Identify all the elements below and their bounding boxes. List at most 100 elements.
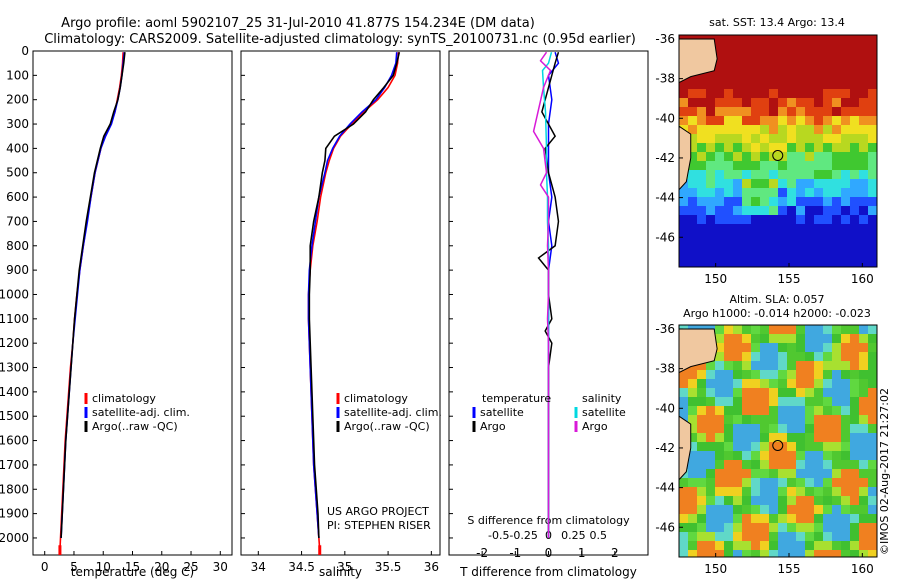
map-cell bbox=[760, 388, 769, 397]
map-cell bbox=[715, 233, 724, 242]
map-cell bbox=[832, 325, 841, 334]
map-cell bbox=[868, 71, 877, 80]
map-cell bbox=[814, 35, 823, 44]
s-tick-label: 0.5 bbox=[590, 529, 608, 542]
map-cell bbox=[787, 62, 796, 71]
map-cell bbox=[868, 134, 877, 143]
map-cell bbox=[688, 487, 697, 496]
map-cell bbox=[868, 442, 877, 451]
map-cell bbox=[859, 424, 868, 433]
map-cell bbox=[832, 352, 841, 361]
map-cell bbox=[832, 523, 841, 532]
map-cell bbox=[751, 388, 760, 397]
map-cell bbox=[751, 80, 760, 89]
map-cell bbox=[697, 143, 706, 152]
depth-tick-label: 600 bbox=[6, 190, 29, 204]
map-cell bbox=[850, 532, 859, 541]
map-cell bbox=[679, 379, 688, 388]
map-cell bbox=[715, 62, 724, 71]
map-cell bbox=[733, 35, 742, 44]
map-cell bbox=[778, 505, 787, 514]
map-cell bbox=[706, 143, 715, 152]
map-cell bbox=[814, 206, 823, 215]
map-cell bbox=[688, 424, 697, 433]
map-cell bbox=[859, 415, 868, 424]
map-cell bbox=[859, 107, 868, 116]
map-cell bbox=[688, 532, 697, 541]
map-cell bbox=[760, 71, 769, 80]
map-cell bbox=[760, 505, 769, 514]
map-cell bbox=[760, 197, 769, 206]
map-cell bbox=[841, 44, 850, 53]
map-cell bbox=[751, 107, 760, 116]
map-cell bbox=[796, 505, 805, 514]
map-cell bbox=[859, 523, 868, 532]
map-cell bbox=[724, 89, 733, 98]
map-cell bbox=[850, 233, 859, 242]
map-cell bbox=[823, 161, 832, 170]
map-cell bbox=[733, 343, 742, 352]
map-cell bbox=[805, 224, 814, 233]
map-cell bbox=[778, 325, 787, 334]
map-cell bbox=[733, 496, 742, 505]
map-cell bbox=[769, 53, 778, 62]
map-cell bbox=[715, 442, 724, 451]
map-cell bbox=[688, 370, 697, 379]
map-cell bbox=[814, 397, 823, 406]
map-cell bbox=[715, 415, 724, 424]
map-cell bbox=[688, 496, 697, 505]
map-cell bbox=[814, 514, 823, 523]
map-cell bbox=[850, 71, 859, 80]
map-cell bbox=[688, 442, 697, 451]
x-tick-label: 0 bbox=[41, 560, 49, 574]
map-cell bbox=[679, 487, 688, 496]
map-cell bbox=[805, 325, 814, 334]
map-cell bbox=[823, 451, 832, 460]
map-cell bbox=[679, 505, 688, 514]
map-cell bbox=[778, 134, 787, 143]
map-cell bbox=[859, 487, 868, 496]
map-cell bbox=[778, 170, 787, 179]
map-cell bbox=[778, 334, 787, 343]
map-cell bbox=[715, 487, 724, 496]
map-cell bbox=[796, 343, 805, 352]
map-cell bbox=[742, 152, 751, 161]
map-cell bbox=[688, 550, 697, 557]
map-cell bbox=[760, 89, 769, 98]
map-cell bbox=[778, 478, 787, 487]
map-cell bbox=[688, 125, 697, 134]
map-cell bbox=[697, 514, 706, 523]
map-cell bbox=[724, 53, 733, 62]
map-cell bbox=[688, 215, 697, 224]
map-cell bbox=[814, 134, 823, 143]
map-cell bbox=[841, 215, 850, 224]
map-cell bbox=[850, 215, 859, 224]
map-cell bbox=[706, 197, 715, 206]
map-cell bbox=[742, 62, 751, 71]
map-cell bbox=[733, 388, 742, 397]
map-cell bbox=[841, 370, 850, 379]
map-cell bbox=[850, 424, 859, 433]
map-cell bbox=[688, 89, 697, 98]
map-cell bbox=[778, 343, 787, 352]
map-cell bbox=[850, 89, 859, 98]
map-cell bbox=[787, 361, 796, 370]
map-cell bbox=[778, 260, 787, 267]
map-cell bbox=[850, 451, 859, 460]
map-cell bbox=[742, 35, 751, 44]
map-cell bbox=[841, 334, 850, 343]
map-cell bbox=[832, 397, 841, 406]
map-cell bbox=[715, 215, 724, 224]
map-cell bbox=[778, 71, 787, 80]
map-cell bbox=[715, 35, 724, 44]
map-cell bbox=[823, 442, 832, 451]
map-cell bbox=[679, 80, 688, 89]
map-cell bbox=[868, 44, 877, 53]
map-cell bbox=[832, 170, 841, 179]
map-cell bbox=[742, 442, 751, 451]
x-tick-label: 0 bbox=[545, 546, 553, 560]
map-cell bbox=[832, 406, 841, 415]
map-cell bbox=[679, 532, 688, 541]
map-cell bbox=[796, 496, 805, 505]
map-cell bbox=[697, 361, 706, 370]
